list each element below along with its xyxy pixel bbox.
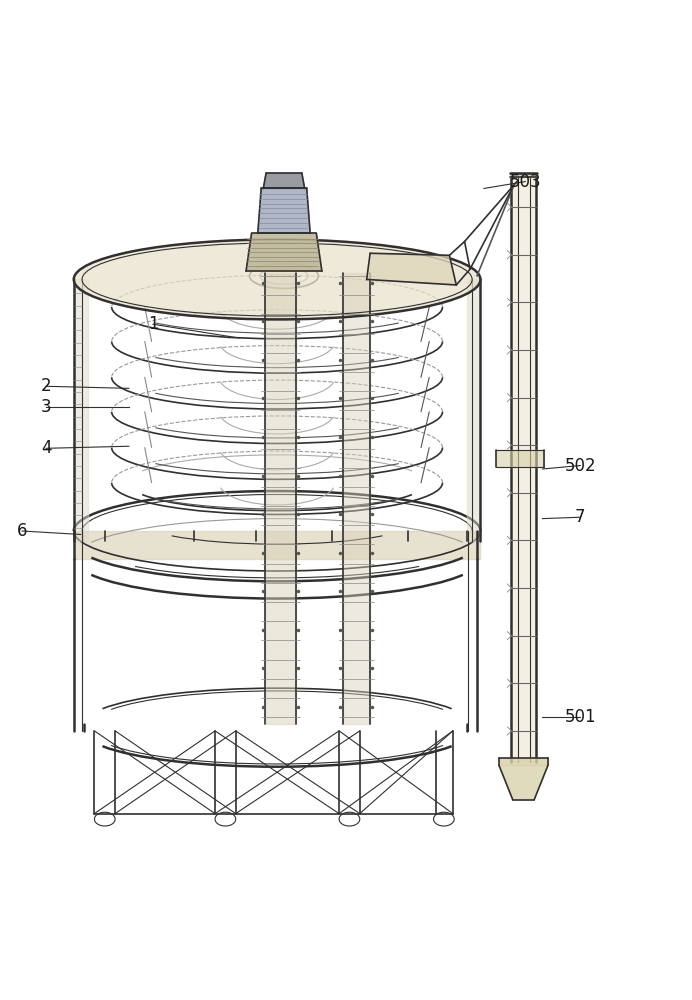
Polygon shape — [499, 765, 548, 800]
Polygon shape — [343, 273, 370, 724]
Polygon shape — [367, 253, 456, 285]
Text: 503: 503 — [509, 173, 541, 191]
Polygon shape — [263, 173, 304, 188]
Polygon shape — [74, 279, 88, 541]
Polygon shape — [499, 758, 548, 765]
Text: 2: 2 — [41, 377, 51, 395]
Polygon shape — [74, 239, 480, 319]
Text: 7: 7 — [575, 508, 585, 526]
Polygon shape — [258, 188, 310, 233]
Text: 502: 502 — [565, 457, 596, 475]
Polygon shape — [511, 176, 536, 762]
Polygon shape — [246, 233, 322, 271]
Text: 501: 501 — [565, 708, 596, 726]
Text: 6: 6 — [17, 522, 27, 540]
Polygon shape — [74, 531, 480, 559]
Polygon shape — [265, 273, 295, 724]
Text: 3: 3 — [41, 398, 51, 416]
Polygon shape — [510, 173, 537, 177]
Polygon shape — [466, 279, 480, 541]
Text: 4: 4 — [41, 439, 51, 457]
Polygon shape — [496, 450, 544, 467]
Text: 1: 1 — [147, 315, 158, 333]
